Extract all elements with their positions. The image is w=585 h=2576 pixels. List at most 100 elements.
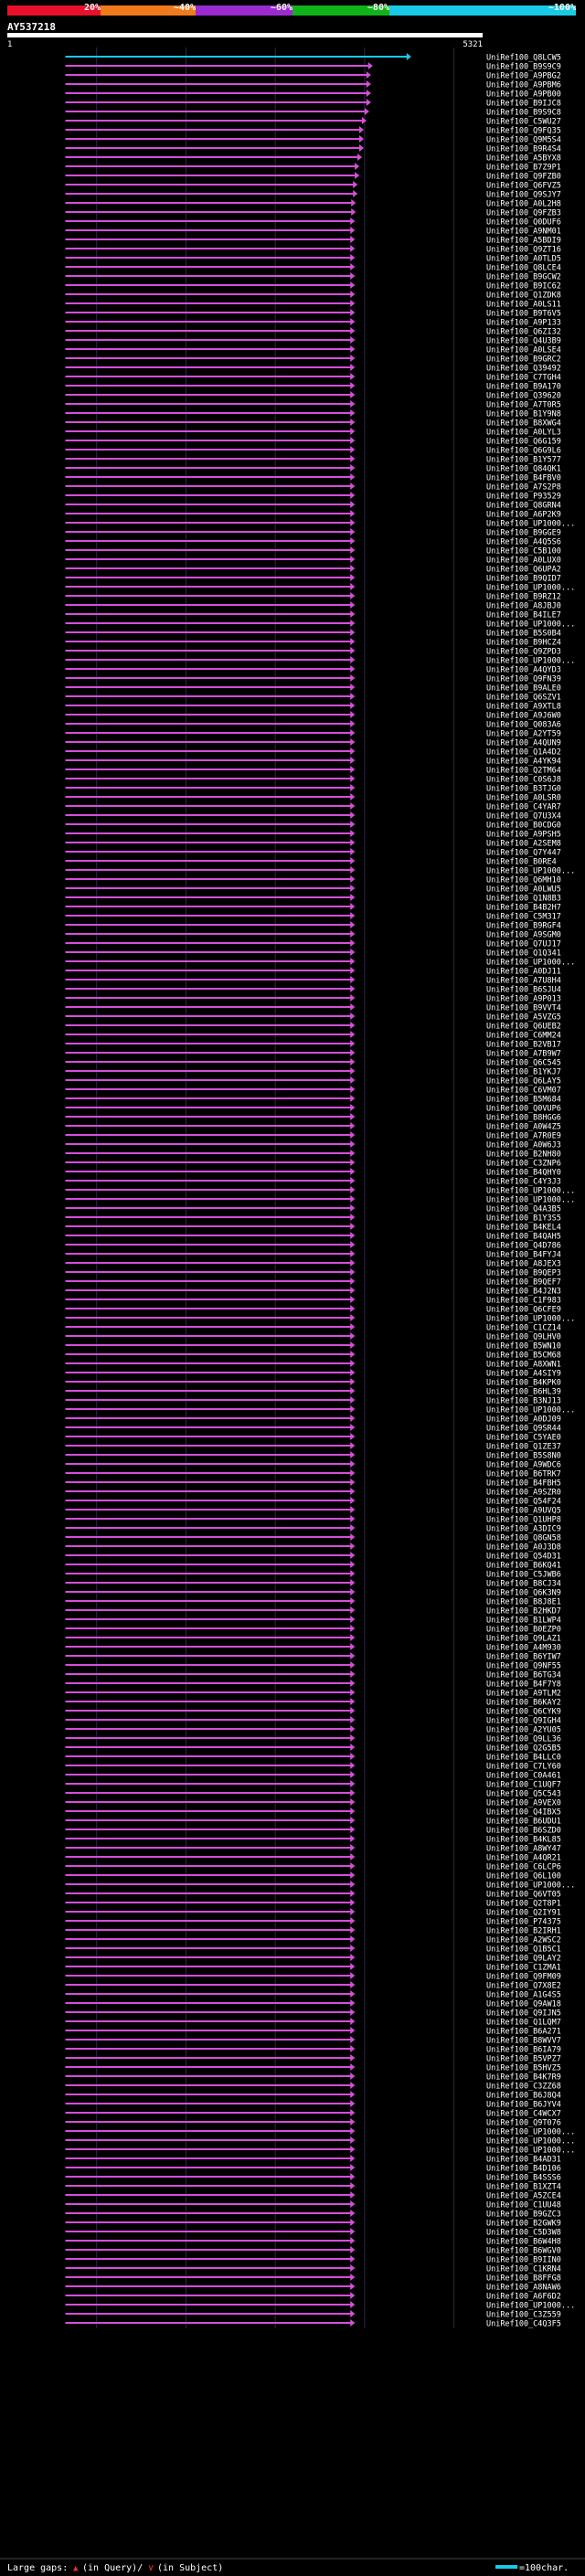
- hit-row[interactable]: UniRef100_Q0DUF6: [65, 217, 561, 228]
- hit-id-label[interactable]: UniRef100_P93529: [486, 493, 561, 502]
- hit-row[interactable]: UniRef100_B4SSS6: [65, 2173, 561, 2183]
- hit-id-label[interactable]: UniRef100_A0LS11: [486, 301, 561, 310]
- hit-id-label[interactable]: UniRef100_B6JYV4: [486, 2101, 561, 2110]
- hit-id-label[interactable]: UniRef100_Q9T076: [486, 2119, 561, 2128]
- hit-row[interactable]: UniRef100_B1Y9N8: [65, 409, 561, 419]
- hit-row[interactable]: UniRef100_Q9LHV0: [65, 1332, 561, 1342]
- hit-row[interactable]: UniRef100_A6F6D2: [65, 2292, 561, 2302]
- hit-id-label[interactable]: UniRef100_B8FFG8: [486, 2274, 561, 2284]
- hit-row[interactable]: UniRef100_C1UU48: [65, 2200, 561, 2210]
- hit-id-label[interactable]: UniRef100_Q1Q341: [486, 949, 561, 959]
- hit-bar[interactable]: [65, 220, 352, 222]
- hit-row[interactable]: UniRef100_Q9NF55: [65, 1661, 561, 1671]
- hit-bar[interactable]: [65, 1819, 352, 1821]
- hit-id-label[interactable]: UniRef100_A8WY47: [486, 1845, 561, 1854]
- hit-id-label[interactable]: UniRef100_B9RGF4: [486, 922, 561, 931]
- hit-bar[interactable]: [65, 302, 352, 304]
- hit-bar[interactable]: [65, 942, 352, 944]
- hit-row[interactable]: UniRef100_B5WN10: [65, 1341, 561, 1352]
- hit-bar[interactable]: [65, 385, 352, 387]
- hit-row[interactable]: UniRef100_B4FBH5: [65, 1479, 561, 1489]
- hit-row[interactable]: UniRef100_Q1ZDK8: [65, 291, 561, 301]
- hit-row[interactable]: UniRef100_B4F7Y8: [65, 1680, 561, 1690]
- hit-bar[interactable]: [65, 321, 352, 323]
- hit-row[interactable]: UniRef100_B4J2N3: [65, 1287, 561, 1297]
- hit-bar[interactable]: [65, 430, 352, 432]
- hit-row[interactable]: UniRef100_B6A271: [65, 2027, 561, 2037]
- hit-row[interactable]: UniRef100_B6J8Q4: [65, 2091, 561, 2101]
- hit-id-label[interactable]: UniRef100_UP1000...: [486, 1882, 575, 1891]
- hit-id-label[interactable]: UniRef100_B6IA79: [486, 2046, 561, 2055]
- hit-id-label[interactable]: UniRef100_A1G4S5: [486, 1991, 561, 2000]
- hit-bar[interactable]: [65, 933, 352, 935]
- hit-id-label[interactable]: UniRef100_B6YIW7: [486, 1653, 561, 1662]
- hit-id-label[interactable]: UniRef100_A5VZG5: [486, 1013, 561, 1023]
- hit-bar[interactable]: [65, 1454, 352, 1456]
- hit-id-label[interactable]: UniRef100_UP1000...: [486, 2128, 575, 2137]
- hit-bar[interactable]: [65, 1847, 352, 1849]
- hit-id-label[interactable]: UniRef100_Q9IGH4: [486, 1717, 561, 1726]
- hit-row[interactable]: UniRef100_Q4U3B9: [65, 336, 561, 346]
- hit-bar[interactable]: [65, 2267, 352, 2269]
- hit-row[interactable]: UniRef100_A9P013: [65, 994, 561, 1004]
- hit-id-label[interactable]: UniRef100_A4SIY9: [486, 1370, 561, 1379]
- hit-bar[interactable]: [65, 1920, 352, 1922]
- hit-id-label[interactable]: UniRef100_B9GZC3: [486, 2210, 561, 2220]
- hit-bar[interactable]: [65, 1180, 352, 1182]
- hit-row[interactable]: UniRef100_B8WVV7: [65, 2036, 561, 2046]
- hit-id-label[interactable]: UniRef100_B4FBV0: [486, 474, 561, 483]
- hit-id-label[interactable]: UniRef100_A9NM01: [486, 228, 561, 237]
- hit-row[interactable]: UniRef100_C5M317: [65, 912, 561, 922]
- hit-row[interactable]: UniRef100_C6LCP6: [65, 1862, 561, 1872]
- hit-row[interactable]: UniRef100_A0LWU5: [65, 885, 561, 895]
- hit-id-label[interactable]: UniRef100_Q6ZI32: [486, 328, 561, 337]
- hit-bar[interactable]: [65, 549, 352, 551]
- hit-row[interactable]: UniRef100_B9GZC3: [65, 2210, 561, 2220]
- hit-row[interactable]: UniRef100_A4SIY9: [65, 1369, 561, 1379]
- hit-bar[interactable]: [65, 1783, 352, 1785]
- hit-bar[interactable]: [65, 394, 352, 396]
- hit-id-label[interactable]: UniRef100_B1Y9N8: [486, 410, 561, 419]
- hit-id-label[interactable]: UniRef100_UP1000...: [486, 2147, 575, 2156]
- hit-row[interactable]: UniRef100_B8FFG8: [65, 2274, 561, 2284]
- hit-id-label[interactable]: UniRef100_A8JBJ0: [486, 602, 561, 611]
- hit-row[interactable]: UniRef100_P93529: [65, 492, 561, 502]
- hit-bar[interactable]: [65, 567, 352, 569]
- hit-row[interactable]: UniRef100_A0LYL3: [65, 428, 561, 438]
- hit-id-label[interactable]: UniRef100_B6UDU1: [486, 1818, 561, 1827]
- hit-bar[interactable]: [65, 1061, 352, 1063]
- hit-row[interactable]: UniRef100_B5S0B4: [65, 629, 561, 639]
- hit-row[interactable]: UniRef100_B9VVT4: [65, 1003, 561, 1013]
- hit-id-label[interactable]: UniRef100_A2WSC2: [486, 1936, 561, 1945]
- hit-row[interactable]: UniRef100_B6KQ41: [65, 1561, 561, 1571]
- hit-row[interactable]: UniRef100_Q9IJN5: [65, 2009, 561, 2019]
- hit-row[interactable]: UniRef100_A4QR21: [65, 1853, 561, 1863]
- hit-id-label[interactable]: UniRef100_B6KAY2: [486, 1699, 561, 1708]
- hit-row[interactable]: UniRef100_Q9FM09: [65, 1972, 561, 1982]
- hit-row[interactable]: UniRef100_A9WDC6: [65, 1460, 561, 1470]
- hit-bar[interactable]: [65, 156, 359, 158]
- hit-id-label[interactable]: UniRef100_B6W4H8: [486, 2238, 561, 2247]
- hit-id-label[interactable]: UniRef100_Q4D786: [486, 1242, 561, 1251]
- hit-row[interactable]: UniRef100_C1KRN4: [65, 2264, 561, 2274]
- hit-row[interactable]: UniRef100_B1LWP4: [65, 1616, 561, 1626]
- hit-bar[interactable]: [65, 1500, 352, 1501]
- hit-bar[interactable]: [65, 686, 352, 688]
- hit-bar[interactable]: [65, 2258, 352, 2260]
- hit-bar[interactable]: [65, 1856, 352, 1858]
- hit-row[interactable]: UniRef100_B4KL85: [65, 1835, 561, 1845]
- hit-row[interactable]: UniRef100_B8CJ34: [65, 1579, 561, 1589]
- hit-row[interactable]: UniRef100_C3Z559: [65, 2310, 561, 2320]
- hit-bar[interactable]: [65, 1691, 352, 1693]
- hit-bar[interactable]: [65, 1262, 352, 1264]
- hit-row[interactable]: UniRef100_B0EZP0: [65, 1625, 561, 1635]
- hit-id-label[interactable]: UniRef100_UP1000...: [486, 1315, 575, 1324]
- hit-bar[interactable]: [65, 732, 352, 734]
- hit-id-label[interactable]: UniRef100_Q4IBX5: [486, 1808, 561, 1818]
- hit-id-label[interactable]: UniRef100_B4KL85: [486, 1836, 561, 1845]
- hit-id-label[interactable]: UniRef100_Q0VUP6: [486, 1105, 561, 1114]
- hit-bar[interactable]: [65, 2139, 352, 2141]
- hit-id-label[interactable]: UniRef100_C1UQF7: [486, 1781, 561, 1790]
- hit-bar[interactable]: [65, 1235, 352, 1236]
- hit-row[interactable]: UniRef100_A8JEX3: [65, 1259, 561, 1269]
